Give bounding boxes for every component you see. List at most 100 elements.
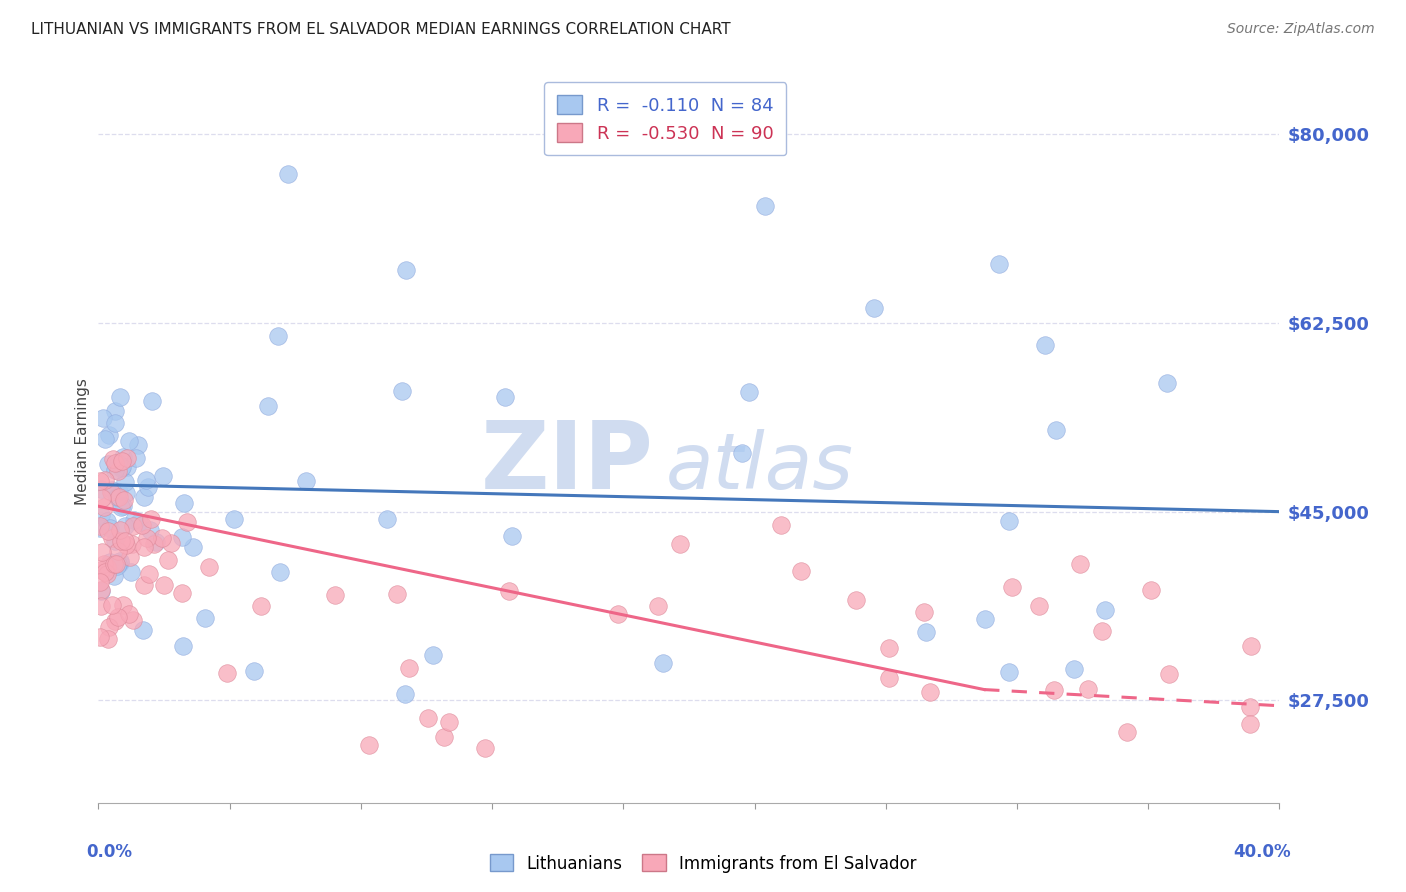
Point [107, 464, 129, 478]
Point [1159, 666, 1181, 681]
Point [494, 390, 516, 404]
Point [160, 535, 183, 549]
Point [110, 461, 132, 475]
Point [418, 711, 440, 725]
Point [176, 515, 198, 529]
Point [375, 512, 398, 526]
Point [243, 664, 266, 678]
Point [647, 599, 669, 613]
Point [101, 598, 124, 612]
Point [125, 450, 148, 465]
Point [1033, 338, 1056, 352]
Point [89, 521, 111, 535]
Point [1077, 682, 1099, 697]
Text: 0.0%: 0.0% [87, 843, 132, 861]
Point [108, 491, 131, 505]
Point [863, 301, 886, 315]
Point [181, 540, 204, 554]
Text: atlas: atlas [665, 429, 853, 505]
Point [136, 531, 159, 545]
Legend: R =  -0.110  N = 84, R =  -0.530  N = 90: R = -0.110 N = 84, R = -0.530 N = 90 [544, 82, 786, 155]
Point [1239, 700, 1261, 714]
Point [96, 566, 118, 581]
Point [111, 598, 134, 612]
Point [474, 741, 496, 756]
Point [90, 508, 112, 522]
Point [323, 588, 346, 602]
Point [135, 474, 157, 488]
Point [90, 483, 112, 497]
Point [398, 661, 420, 675]
Point [1091, 624, 1114, 639]
Point [1028, 599, 1050, 614]
Point [277, 168, 299, 182]
Point [89, 575, 111, 590]
Point [110, 524, 132, 538]
Point [96, 560, 118, 574]
Point [139, 524, 162, 538]
Point [132, 578, 155, 592]
Point [433, 730, 456, 744]
Point [90, 563, 112, 577]
Point [110, 454, 132, 468]
Point [97, 524, 120, 538]
Point [114, 475, 136, 489]
Point [250, 599, 273, 613]
Point [104, 403, 127, 417]
Point [918, 684, 941, 698]
Point [115, 450, 138, 465]
Point [103, 557, 125, 571]
Point [156, 553, 179, 567]
Point [91, 491, 114, 505]
Point [91, 545, 114, 559]
Point [152, 469, 174, 483]
Legend: Lithuanians, Immigrants from El Salvador: Lithuanians, Immigrants from El Salvador [482, 847, 924, 880]
Point [394, 687, 416, 701]
Point [1094, 603, 1116, 617]
Point [173, 496, 195, 510]
Point [96, 564, 118, 578]
Point [105, 557, 128, 571]
Point [576, 138, 599, 153]
Point [94, 432, 117, 446]
Point [104, 463, 127, 477]
Text: LITHUANIAN VS IMMIGRANTS FROM EL SALVADOR MEDIAN EARNINGS CORRELATION CHART: LITHUANIAN VS IMMIGRANTS FROM EL SALVADO… [31, 22, 731, 37]
Point [93, 473, 115, 487]
Point [789, 564, 811, 578]
Point [132, 623, 155, 637]
Point [93, 411, 115, 425]
Point [1156, 376, 1178, 390]
Point [114, 519, 136, 533]
Point [391, 384, 413, 398]
Point [114, 486, 136, 500]
Point [121, 518, 143, 533]
Point [754, 199, 776, 213]
Point [1116, 724, 1139, 739]
Text: Source: ZipAtlas.com: Source: ZipAtlas.com [1227, 22, 1375, 37]
Point [121, 613, 143, 627]
Point [267, 328, 290, 343]
Point [222, 512, 245, 526]
Text: 40.0%: 40.0% [1233, 843, 1291, 861]
Point [385, 587, 408, 601]
Point [105, 491, 128, 505]
Point [257, 399, 280, 413]
Point [103, 568, 125, 582]
Point [498, 583, 520, 598]
Point [607, 607, 630, 622]
Point [738, 384, 761, 399]
Point [132, 490, 155, 504]
Point [1000, 580, 1022, 594]
Point [194, 611, 217, 625]
Point [90, 583, 112, 598]
Point [127, 438, 149, 452]
Point [108, 484, 131, 499]
Point [112, 492, 135, 507]
Point [93, 500, 115, 514]
Point [101, 531, 124, 545]
Point [108, 556, 131, 570]
Point [215, 666, 238, 681]
Text: ZIP: ZIP [481, 417, 654, 509]
Point [97, 620, 120, 634]
Point [115, 460, 138, 475]
